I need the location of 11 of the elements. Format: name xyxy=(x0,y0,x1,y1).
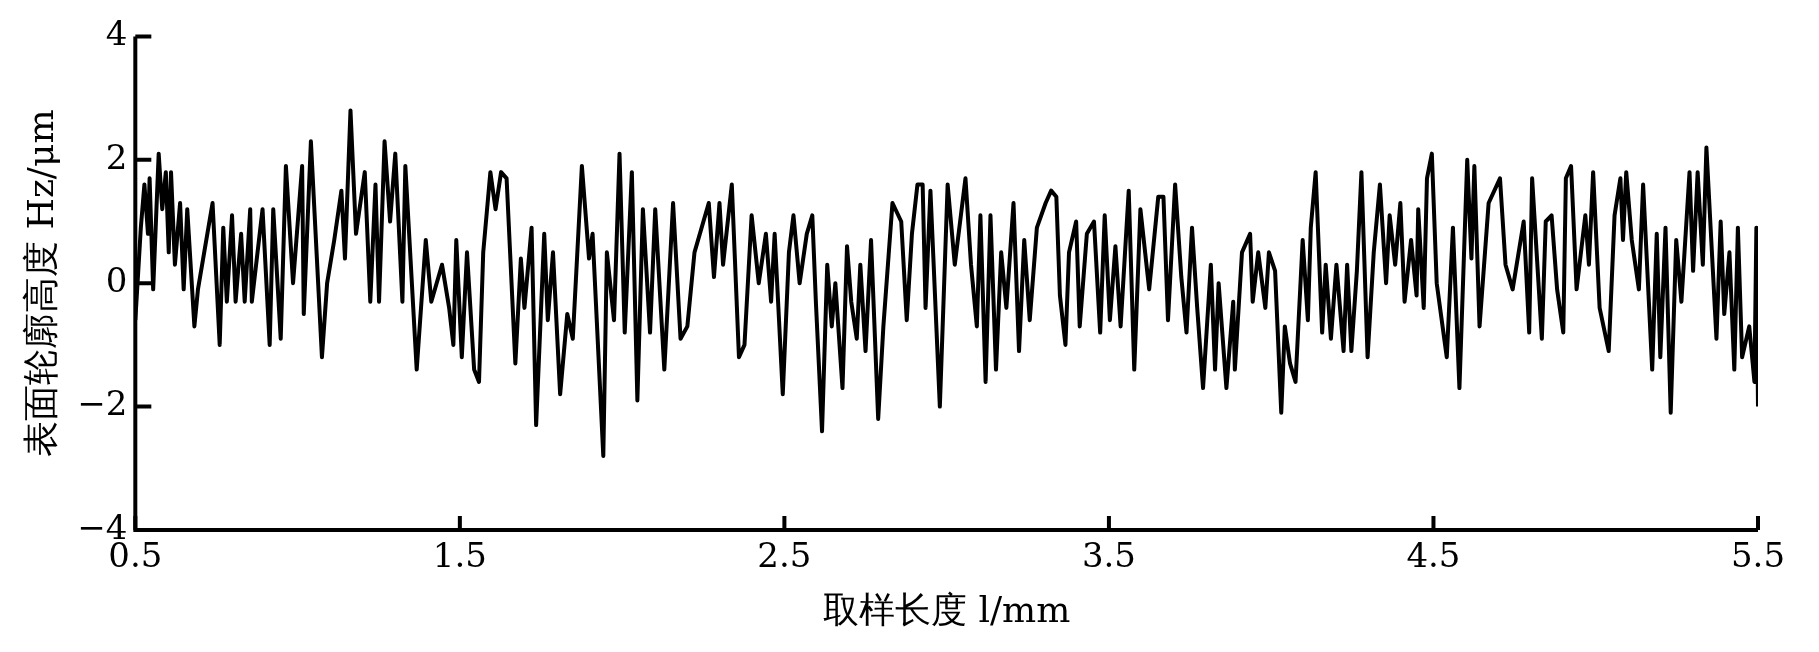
x-tick-label: 3.5 xyxy=(1081,535,1136,576)
y-axis-title: 表面轮廓高度 Hz/μm xyxy=(19,109,61,457)
y-tick-label: −2 xyxy=(77,383,128,424)
x-tick-label: 2.5 xyxy=(757,535,812,576)
x-tick-label: 1.5 xyxy=(432,535,487,576)
y-tick-label: 0 xyxy=(105,260,128,301)
x-tick-label: 5.5 xyxy=(1730,535,1786,576)
y-tick-label: 4 xyxy=(105,13,128,54)
y-tick-label: 2 xyxy=(105,136,128,177)
x-tick-label: 4.5 xyxy=(1406,535,1461,576)
x-axis-title: 取样长度 l/mm xyxy=(822,588,1071,630)
